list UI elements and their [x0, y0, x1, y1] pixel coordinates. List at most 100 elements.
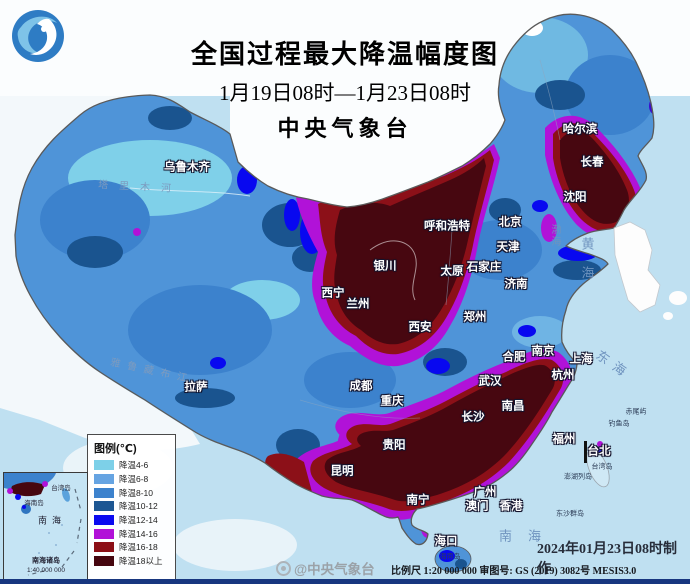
- legend-box: 图例(℃) 降温4-6 降温6-8 降温8-10 降温10-12 降温12-14 降温14…: [87, 434, 176, 580]
- inset-taiwan-label: 台湾岛: [51, 484, 71, 492]
- city-label: 拉萨: [184, 381, 208, 394]
- legend-swatch: [94, 487, 114, 498]
- map-scale-text: 比例尺 1:20 000 000 审图号: GS (2019) 3082号 ME…: [391, 566, 637, 577]
- map-date-range: 1月19日08时—1月23日08时: [219, 81, 471, 105]
- island-label: 东沙群岛: [556, 510, 584, 518]
- city-label: 济南: [504, 278, 528, 291]
- city-label: 南昌: [501, 400, 525, 413]
- legend-swatch: [94, 528, 114, 539]
- made-date: 2024年01月23日08时制作: [537, 542, 677, 577]
- mongolia-blank: [230, 96, 505, 207]
- city-label: 澳门: [465, 500, 489, 513]
- map-title: 全国过程最大降温幅度图: [190, 39, 499, 69]
- legend-swatch: [94, 556, 114, 567]
- legend-label: 降温10-12: [119, 501, 158, 512]
- south-china-sea-inset: 台湾岛 海南岛 南海 南海诸岛 1:40 000 000: [3, 472, 88, 584]
- city-label: 武汉: [478, 375, 502, 388]
- city-label: 兰州: [346, 298, 370, 311]
- city-label: 贵阳: [382, 439, 406, 452]
- west-blank: [0, 96, 200, 451]
- bottom-frame-bar: [0, 579, 690, 584]
- issuing-agency: 中央气象台: [277, 116, 413, 141]
- legend-label: 降温6-8: [119, 473, 149, 484]
- city-label: 重庆: [380, 395, 404, 408]
- legend-item: 降温6-8: [94, 473, 171, 485]
- island-label: 海南岛: [439, 553, 461, 561]
- legend-title: 图例(℃): [94, 443, 137, 455]
- inset-scale: 1:40 000 000: [27, 566, 65, 574]
- legend-label: 降温14-16: [119, 528, 158, 539]
- title-block: 全国过程最大降温幅度图 1月19日08时—1月23日08时 中央气象台: [160, 34, 530, 143]
- cooling-shading: [40, 17, 654, 538]
- legend-item: 降温14-16: [94, 528, 171, 539]
- kyushu-blank: [669, 291, 687, 305]
- city-label: 南京: [531, 345, 555, 358]
- sea-label: 南海: [498, 528, 558, 544]
- taiwan-island: [586, 441, 610, 488]
- watermark-text: @中央气象台: [294, 562, 375, 577]
- legend-swatch: [94, 473, 114, 484]
- river-label: 塔里木河: [97, 179, 183, 196]
- city-label: 昆明: [330, 465, 354, 478]
- weibo-icon: [276, 560, 291, 576]
- city-label: 石家庄: [466, 261, 502, 274]
- city-label: 呼和浩特: [424, 220, 470, 233]
- city-label: 哈尔滨: [562, 123, 598, 136]
- city-label: 合肥: [502, 351, 526, 364]
- legend-label: 降温12-14: [119, 515, 158, 525]
- city-label: 沈阳: [563, 191, 587, 204]
- legend-item: 降温4-6: [94, 460, 171, 471]
- city-label: 香港: [499, 500, 523, 513]
- city-label: 乌鲁木齐: [164, 161, 210, 174]
- legend-label: 降温16-18: [119, 542, 158, 553]
- watermark: @中央气象台: [276, 558, 375, 578]
- taipei-leader-line: [584, 441, 587, 463]
- city-label: 西安: [408, 321, 432, 334]
- city-label: 郑州: [463, 311, 487, 324]
- sea-label: 黄海: [579, 237, 595, 295]
- city-label: 北京: [498, 216, 522, 229]
- island-label: 澎湖列岛: [564, 473, 592, 481]
- city-label: 海口: [434, 535, 458, 548]
- city-label: 银川: [373, 260, 397, 273]
- city-label: 西宁: [321, 287, 345, 300]
- sea-label: 渤海: [549, 224, 560, 248]
- legend-item: 降温16-18: [94, 542, 171, 553]
- river-label: 雅鲁藏布江: [109, 357, 195, 386]
- legend-swatch: [94, 501, 114, 512]
- sea-label: 东海: [593, 347, 635, 383]
- legend-item: 降温10-12: [94, 501, 171, 512]
- city-label: 太原: [440, 265, 464, 278]
- legend-item: 降温12-14: [94, 515, 171, 526]
- island-blank: [663, 312, 673, 320]
- inset-caption: 南海诸岛: [32, 557, 60, 565]
- indochina-blank: [173, 519, 297, 571]
- city-label: 广州: [473, 486, 497, 499]
- city-label: 成都: [349, 380, 373, 393]
- legend-swatch: [94, 515, 114, 525]
- island-label: 台湾岛: [591, 463, 613, 471]
- korea-blank: [613, 221, 661, 313]
- legend-swatch: [94, 542, 114, 553]
- legend-rows: 降温4-6 降温6-8 降温8-10 降温10-12 降温12-14 降温14-16 降温1…: [94, 460, 171, 567]
- city-label: 杭州: [551, 369, 575, 382]
- city-label: 长沙: [461, 411, 485, 424]
- city-label: 上海: [569, 353, 593, 366]
- legend-label: 降温18以上: [119, 556, 163, 567]
- island-label: 钓鱼岛: [608, 420, 630, 428]
- inset-map: [4, 473, 87, 583]
- city-label: 长春: [580, 156, 604, 169]
- city-label: 台北: [587, 445, 611, 458]
- inset-sea-label: 南海: [37, 515, 67, 526]
- hainan-island: [434, 545, 472, 573]
- legend-label: 降温8-10: [119, 487, 154, 498]
- island-label: 赤尾屿: [625, 408, 647, 416]
- legend-item: 降温8-10: [94, 487, 171, 498]
- legend-swatch: [94, 460, 114, 471]
- legend-item: 降温18以上: [94, 556, 171, 567]
- city-label: 天津: [496, 241, 520, 254]
- legend-label: 降温4-6: [119, 460, 149, 471]
